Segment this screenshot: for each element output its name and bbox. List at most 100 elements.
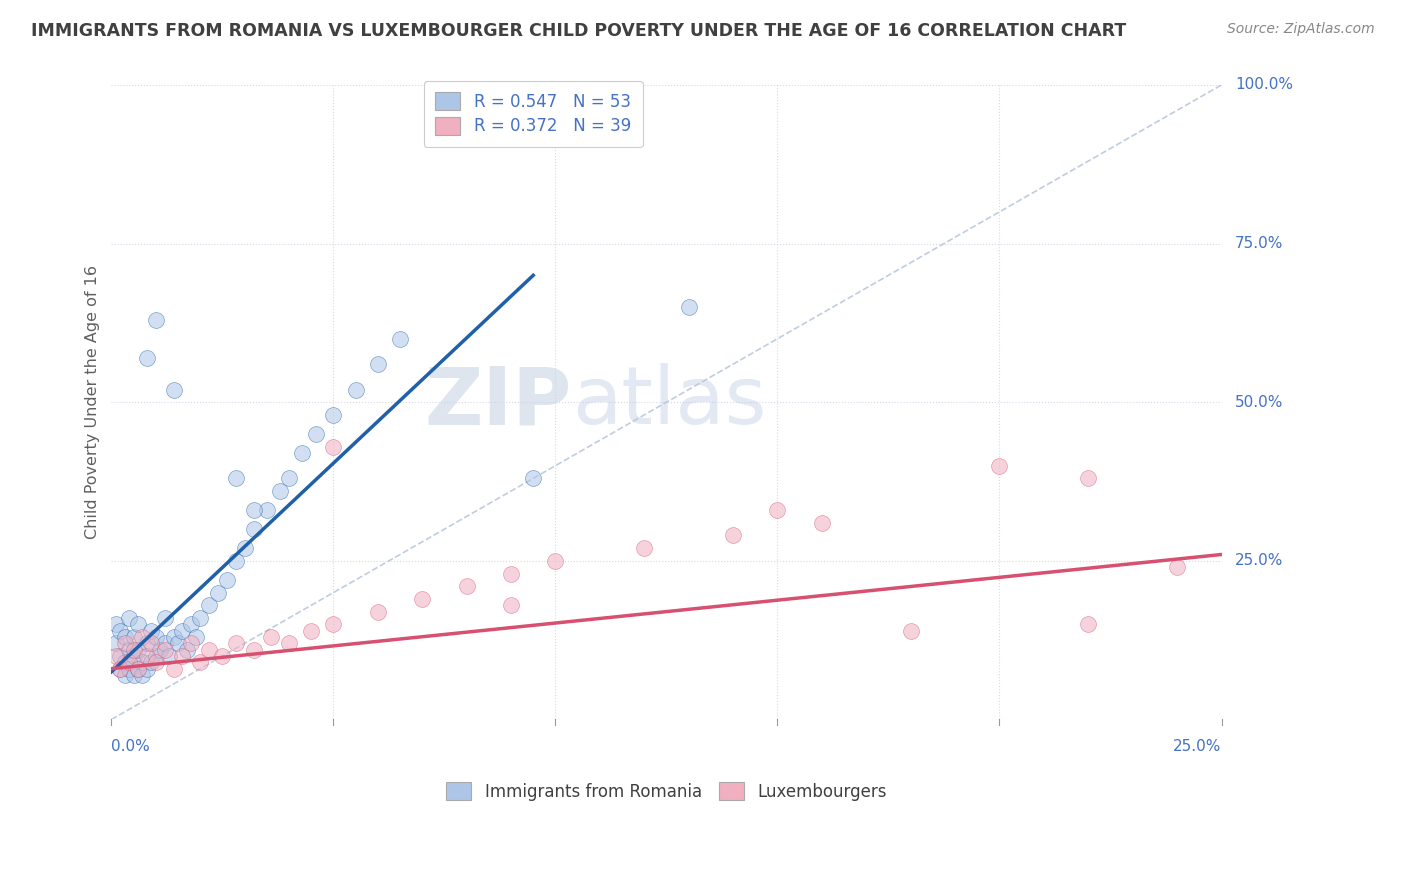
Point bbox=[188, 656, 211, 670]
Point bbox=[411, 591, 433, 606]
Point bbox=[118, 642, 141, 657]
Point bbox=[172, 624, 194, 638]
Point bbox=[110, 624, 132, 638]
Point bbox=[180, 636, 202, 650]
Point bbox=[131, 668, 153, 682]
Text: IMMIGRANTS FROM ROMANIA VS LUXEMBOURGER CHILD POVERTY UNDER THE AGE OF 16 CORREL: IMMIGRANTS FROM ROMANIA VS LUXEMBOURGER … bbox=[31, 22, 1126, 40]
Point bbox=[157, 648, 180, 663]
Text: 25.0%: 25.0% bbox=[1234, 553, 1284, 568]
Point bbox=[136, 648, 159, 663]
Point bbox=[122, 668, 145, 682]
Point bbox=[141, 656, 163, 670]
Point bbox=[122, 648, 145, 663]
Text: 25.0%: 25.0% bbox=[1173, 739, 1222, 754]
Point bbox=[269, 484, 291, 499]
Point bbox=[389, 332, 412, 346]
Point bbox=[278, 471, 301, 485]
Point bbox=[456, 579, 478, 593]
Point bbox=[145, 648, 167, 663]
Point bbox=[122, 630, 145, 644]
Point bbox=[141, 624, 163, 638]
Text: 50.0%: 50.0% bbox=[1234, 395, 1284, 409]
Text: 75.0%: 75.0% bbox=[1234, 236, 1284, 251]
Point bbox=[127, 642, 149, 657]
Point bbox=[131, 630, 153, 644]
Point bbox=[153, 636, 176, 650]
Point bbox=[242, 503, 264, 517]
Point bbox=[207, 585, 229, 599]
Point bbox=[136, 662, 159, 676]
Point bbox=[988, 458, 1011, 473]
Point bbox=[104, 648, 127, 663]
Point bbox=[149, 642, 172, 657]
Point bbox=[278, 636, 301, 650]
Point bbox=[766, 503, 789, 517]
Point bbox=[322, 617, 344, 632]
Point bbox=[242, 642, 264, 657]
Point bbox=[122, 642, 145, 657]
Point bbox=[162, 383, 184, 397]
Point bbox=[131, 656, 153, 670]
Point bbox=[1077, 471, 1099, 485]
Text: Source: ZipAtlas.com: Source: ZipAtlas.com bbox=[1227, 22, 1375, 37]
Point bbox=[299, 624, 322, 638]
Point bbox=[225, 636, 247, 650]
Point bbox=[162, 662, 184, 676]
Point bbox=[225, 471, 247, 485]
Point bbox=[900, 624, 922, 638]
Text: ZIP: ZIP bbox=[425, 363, 572, 442]
Point bbox=[141, 636, 163, 650]
Point bbox=[633, 541, 655, 556]
Point bbox=[118, 656, 141, 670]
Point bbox=[110, 662, 132, 676]
Point bbox=[172, 648, 194, 663]
Point bbox=[145, 630, 167, 644]
Point bbox=[145, 312, 167, 326]
Point bbox=[499, 599, 522, 613]
Point bbox=[225, 554, 247, 568]
Point bbox=[367, 357, 389, 371]
Point bbox=[145, 656, 167, 670]
Point bbox=[184, 630, 207, 644]
Point bbox=[153, 611, 176, 625]
Point bbox=[118, 611, 141, 625]
Point bbox=[176, 642, 198, 657]
Point bbox=[260, 630, 283, 644]
Point bbox=[127, 662, 149, 676]
Point bbox=[256, 503, 278, 517]
Point bbox=[114, 630, 136, 644]
Point bbox=[721, 528, 744, 542]
Point bbox=[104, 636, 127, 650]
Point bbox=[1166, 560, 1188, 574]
Point bbox=[211, 648, 233, 663]
Point bbox=[291, 446, 314, 460]
Point bbox=[678, 300, 700, 314]
Point bbox=[198, 599, 221, 613]
Point bbox=[114, 636, 136, 650]
Point bbox=[136, 636, 159, 650]
Point bbox=[127, 662, 149, 676]
Point bbox=[242, 522, 264, 536]
Point bbox=[215, 573, 238, 587]
Point bbox=[233, 541, 256, 556]
Point bbox=[153, 642, 176, 657]
Point bbox=[114, 656, 136, 670]
Text: 100.0%: 100.0% bbox=[1234, 78, 1294, 93]
Point bbox=[544, 554, 567, 568]
Point bbox=[188, 611, 211, 625]
Point bbox=[110, 662, 132, 676]
Point bbox=[367, 605, 389, 619]
Point bbox=[127, 617, 149, 632]
Point bbox=[198, 642, 221, 657]
Point bbox=[811, 516, 834, 530]
Point bbox=[499, 566, 522, 581]
Point bbox=[162, 630, 184, 644]
Point bbox=[180, 617, 202, 632]
Legend: Immigrants from Romania, Luxembourgers: Immigrants from Romania, Luxembourgers bbox=[436, 772, 897, 811]
Point bbox=[136, 351, 159, 365]
Point bbox=[118, 662, 141, 676]
Point bbox=[322, 408, 344, 422]
Point bbox=[322, 440, 344, 454]
Point bbox=[104, 617, 127, 632]
Text: 0.0%: 0.0% bbox=[111, 739, 150, 754]
